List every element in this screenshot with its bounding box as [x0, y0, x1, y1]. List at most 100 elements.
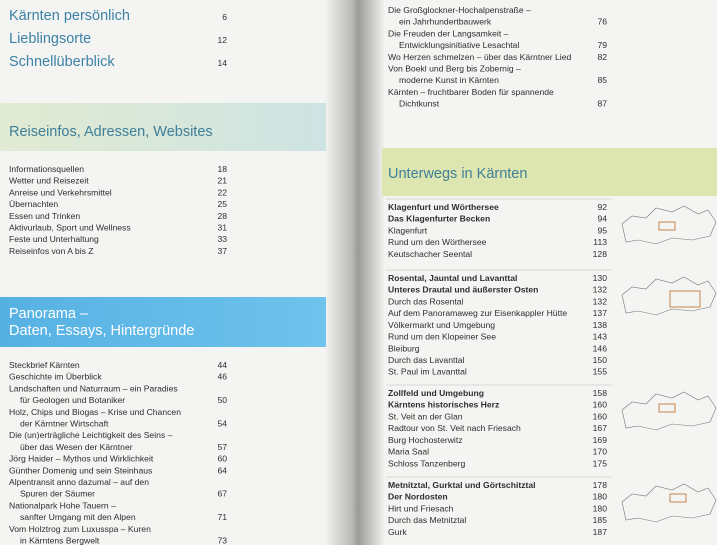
page-number: 85	[597, 75, 607, 85]
toc-entry: Klagenfurt	[388, 226, 428, 236]
toc-entry: Geschichte im Überblick	[9, 372, 102, 382]
toc-entry: Alpentransit anno dazumal – auf den	[9, 477, 149, 487]
toc-entry: Aktivurlaub, Sport und Wellness	[9, 223, 131, 233]
page-number: 37	[217, 246, 227, 256]
toc-entry: Feste und Unterhaltung	[9, 234, 99, 244]
page-number: 28	[217, 211, 227, 221]
toc-entry: in Kärntens Bergwelt	[20, 536, 100, 545]
toc-entry: Rund um den Klopeiner See	[388, 332, 496, 342]
page-number: 22	[217, 187, 227, 197]
page-number: 169	[593, 435, 608, 445]
section-band	[382, 148, 717, 196]
page-number: 130	[593, 273, 608, 283]
toc-entry: Kärnten – fruchtbarer Boden für spannend…	[388, 87, 554, 97]
toc-entry: Schloss Tanzenberg	[388, 458, 465, 468]
toc-entry: Bleiburg	[388, 343, 420, 353]
page-number: 71	[217, 512, 227, 522]
page-number: 79	[597, 40, 607, 50]
toc-entry: Radtour von St. Veit nach Friesach	[388, 423, 521, 433]
region-subtitle: Kärntens historisches Herz	[388, 400, 499, 410]
page-number: 158	[593, 388, 608, 398]
page-number: 76	[597, 17, 607, 27]
page-number: 180	[593, 504, 608, 514]
toc-entry: Von Boekl und Berg bis Zobernig –	[388, 64, 521, 74]
page-number: 54	[217, 419, 227, 429]
page-number: 73	[217, 536, 227, 545]
toc-entry: Gurk	[388, 527, 407, 537]
toc-entry: Rund um den Wörthersee	[388, 237, 487, 247]
page-number: 87	[597, 99, 607, 109]
section-heading: Unterwegs in Kärnten	[388, 166, 527, 182]
toc-entry: Entwicklungsinitiative Lesachtal	[399, 40, 519, 50]
toc-entry: über das Wesen der Kärntner	[20, 442, 133, 452]
section-band	[0, 297, 326, 347]
page-number: 12	[217, 35, 227, 45]
page-number: 146	[593, 343, 608, 353]
toc-entry: St. Paul im Lavanttal	[388, 367, 467, 377]
region-highlight	[658, 221, 676, 231]
toc-entry: Steckbrief Kärnten	[9, 360, 80, 370]
page-number: 50	[217, 395, 227, 405]
page-number: 94	[597, 214, 607, 224]
page-number: 167	[593, 423, 608, 433]
toc-entry: Keutschacher Seental	[388, 249, 472, 259]
toc-entry: Übernachten	[9, 199, 58, 209]
region-map	[621, 391, 717, 431]
section-heading: Panorama –	[9, 306, 89, 322]
page-number: 25	[217, 199, 227, 209]
page-number: 143	[593, 332, 608, 342]
page-number: 6	[222, 12, 227, 22]
region-subtitle: Unteres Drautal und äußerster Osten	[388, 285, 538, 295]
toc-entry: Spuren der Säumer	[20, 489, 95, 499]
page-number: 180	[593, 492, 608, 502]
page-number: 187	[593, 527, 608, 537]
page-number: 82	[597, 52, 607, 62]
toc-entry: sanfter Umgang mit den Alpen	[20, 512, 136, 522]
toc-entry: Dichtkunst	[399, 99, 440, 109]
toc-entry: Wo Herzen schmelzen – über das Kärntner …	[388, 52, 571, 62]
toc-entry: Holz, Chips und Biogas – Krise und Chanc…	[9, 407, 181, 417]
toc-entry: Burg Hochosterwitz	[388, 435, 463, 445]
page-number: 132	[593, 297, 608, 307]
region-highlight	[658, 403, 676, 413]
section-band	[0, 103, 326, 151]
section-heading: Reiseinfos, Adressen, Websites	[9, 124, 213, 140]
region-map	[621, 483, 717, 523]
page-number: 46	[217, 372, 227, 382]
toc-entry: Jörg Haider – Mythos und Wirklichkeit	[9, 454, 154, 464]
page-number: 21	[217, 176, 227, 186]
toc-entry: Maria Saal	[388, 447, 429, 457]
page-number: 137	[593, 308, 608, 318]
toc-entry: der Kärntner Wirtschaft	[20, 419, 109, 429]
toc-title: Kärnten persönlich	[9, 8, 130, 24]
page-number: 92	[597, 202, 607, 212]
region-subtitle: Das Klagenfurter Becken	[388, 214, 490, 224]
toc-entry: Günther Domenig und sein Steinhaus	[9, 465, 152, 475]
toc-entry: Anreise und Verkehrsmittel	[9, 187, 112, 197]
gutter	[325, 0, 385, 545]
toc-entry: Nationalpark Hohe Tauern –	[9, 500, 116, 510]
page-number: 67	[217, 489, 227, 499]
toc-entry: moderne Kunst in Kärnten	[399, 75, 499, 85]
toc-entry: für Geologen und Botaniker	[20, 395, 125, 405]
toc-entry: Auf dem Panoramaweg zur Eisenkappler Hüt…	[388, 308, 567, 318]
region-highlight	[669, 493, 687, 503]
toc-entry: Durch das Lavanttal	[388, 355, 465, 365]
page-number: 18	[217, 164, 227, 174]
toc-entry: Essen und Trinken	[9, 211, 80, 221]
page-number: 138	[593, 320, 608, 330]
page-number: 60	[217, 454, 227, 464]
toc-entry: Die Großglockner-Hochalpenstraße –	[388, 5, 531, 15]
toc-entry: Landschaften und Naturraum – ein Paradie…	[9, 383, 178, 393]
toc-entry: Wetter und Reisezeit	[9, 176, 89, 186]
toc-entry: Völkermarkt und Umgebung	[388, 320, 495, 330]
page-number: 57	[217, 442, 227, 452]
page-number: 128	[593, 249, 608, 259]
toc-title: Schnellüberblick	[9, 54, 115, 70]
toc-entry: Reiseinfos von A bis Z	[9, 246, 94, 256]
page-number: 64	[217, 465, 227, 475]
toc-entry: St. Veit an der Glan	[388, 412, 463, 422]
page-number: 14	[217, 58, 227, 68]
